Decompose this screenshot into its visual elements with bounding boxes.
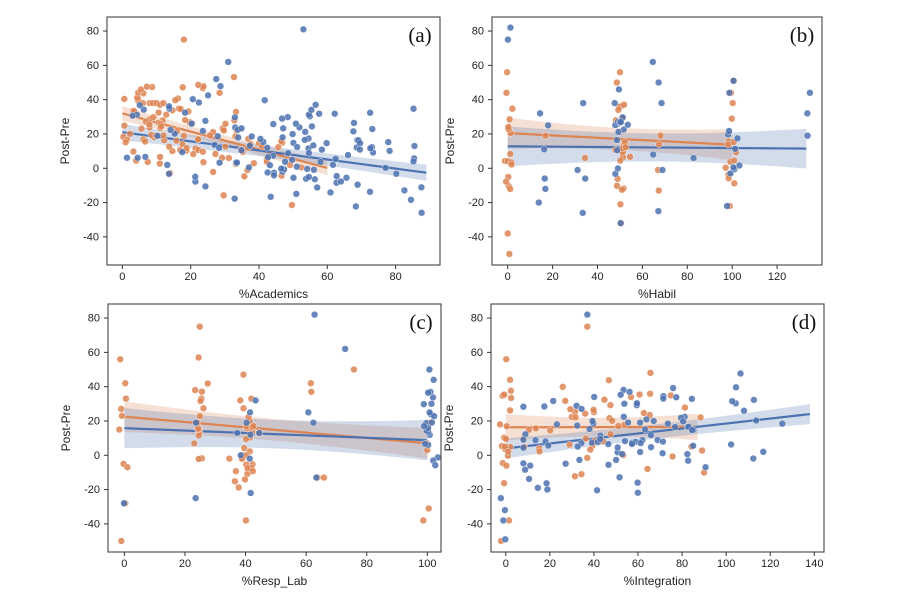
svg-text:60: 60 (87, 60, 99, 72)
svg-text:20: 20 (179, 558, 191, 570)
svg-text:-40: -40 (84, 518, 100, 530)
svg-text:-40: -40 (468, 231, 484, 243)
svg-text:40: 40 (239, 558, 251, 570)
svg-text:0: 0 (503, 558, 509, 570)
svg-text:80: 80 (389, 271, 401, 283)
svg-text:80: 80 (361, 558, 373, 570)
svg-text:80: 80 (676, 558, 688, 570)
svg-text:140: 140 (805, 558, 823, 570)
svg-text:40: 40 (88, 381, 100, 393)
svg-text:40: 40 (588, 558, 600, 570)
svg-text:40: 40 (87, 94, 99, 106)
svg-text:60: 60 (636, 271, 648, 283)
svg-text:-20: -20 (83, 197, 99, 209)
svg-text:100: 100 (723, 271, 741, 283)
svg-text:Post-Pre: Post-Pre (443, 117, 457, 164)
svg-text:100: 100 (717, 558, 735, 570)
svg-text:-20: -20 (84, 484, 100, 496)
svg-text:60: 60 (632, 558, 644, 570)
svg-text:0: 0 (121, 558, 127, 570)
svg-text:0: 0 (478, 163, 484, 175)
svg-text:0: 0 (94, 450, 100, 462)
svg-text:0: 0 (477, 450, 483, 462)
svg-text:0: 0 (505, 271, 511, 283)
svg-text:-20: -20 (467, 484, 483, 496)
svg-text:80: 80 (88, 313, 100, 325)
svg-text:60: 60 (472, 60, 484, 72)
svg-text:20: 20 (87, 128, 99, 140)
svg-text:20: 20 (471, 415, 483, 427)
svg-text:(b): (b) (790, 23, 815, 47)
svg-text:-20: -20 (468, 197, 484, 209)
svg-text:20: 20 (546, 271, 558, 283)
svg-text:80: 80 (681, 271, 693, 283)
svg-text:120: 120 (761, 558, 779, 570)
svg-text:0: 0 (119, 271, 125, 283)
svg-text:%Resp_Lab: %Resp_Lab (242, 574, 308, 588)
svg-text:40: 40 (472, 94, 484, 106)
svg-text:60: 60 (471, 347, 483, 359)
svg-text:Post-Pre: Post-Pre (59, 404, 73, 451)
svg-text:-40: -40 (83, 231, 99, 243)
svg-text:20: 20 (544, 558, 556, 570)
svg-text:60: 60 (300, 558, 312, 570)
svg-text:(a): (a) (408, 23, 431, 47)
svg-text:Post-Pre: Post-Pre (442, 404, 456, 451)
svg-text:80: 80 (471, 313, 483, 325)
svg-text:0: 0 (93, 163, 99, 175)
svg-text:80: 80 (472, 26, 484, 38)
svg-text:20: 20 (472, 128, 484, 140)
svg-text:(d): (d) (792, 310, 817, 334)
svg-text:Post-Pre: Post-Pre (58, 117, 72, 164)
svg-text:-40: -40 (467, 518, 483, 530)
svg-text:%Habil: %Habil (638, 287, 676, 301)
svg-text:100: 100 (418, 558, 436, 570)
svg-text:40: 40 (471, 381, 483, 393)
svg-text:20: 20 (88, 415, 100, 427)
svg-text:%Academics: %Academics (239, 287, 308, 301)
svg-text:40: 40 (253, 271, 265, 283)
svg-text:40: 40 (591, 271, 603, 283)
svg-text:20: 20 (185, 271, 197, 283)
svg-text:80: 80 (87, 26, 99, 38)
svg-text:%Integration: %Integration (624, 574, 691, 588)
svg-text:60: 60 (321, 271, 333, 283)
svg-text:(c): (c) (409, 310, 432, 334)
svg-text:60: 60 (88, 347, 100, 359)
svg-text:120: 120 (768, 271, 786, 283)
